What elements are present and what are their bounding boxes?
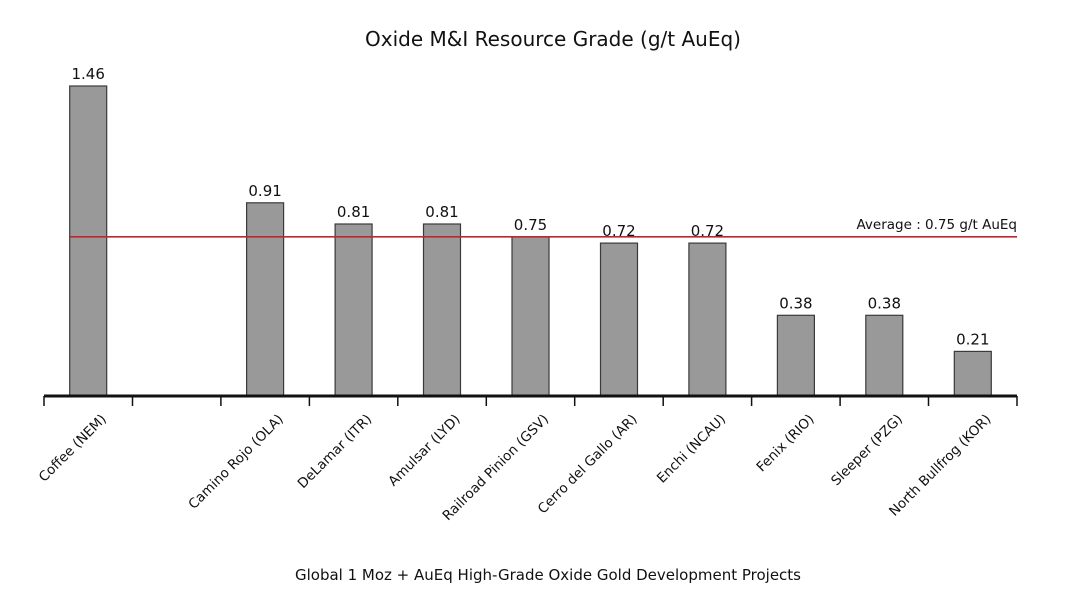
bar-value-label: 0.38 <box>779 294 812 312</box>
bar <box>422 223 462 397</box>
bar-value-label: 0.81 <box>337 203 370 221</box>
bar-value-label: 0.38 <box>868 294 901 312</box>
x-tick-label: Amulsar (LYD) <box>385 411 463 489</box>
chart-title: Oxide M&I Resource Grade (g/t AuEq) <box>365 27 741 51</box>
x-axis-title: Global 1 Moz + AuEq High-Grade Oxide Gol… <box>295 566 801 584</box>
x-tick-label: Coffee (NEM) <box>36 411 110 485</box>
x-tick-label: Camino Rojo (OLA) <box>185 411 286 512</box>
bar <box>69 85 108 397</box>
x-axis <box>43 394 1018 406</box>
bar-value-label: 0.91 <box>248 182 281 200</box>
x-tick-label: DeLamar (ITR) <box>295 411 376 492</box>
bar <box>865 314 904 397</box>
bar-value-label: 1.46 <box>71 65 104 83</box>
bar <box>776 314 816 397</box>
x-tick-labels: Coffee (NEM) Camino Rojo (OLA) DeLamar (IT… <box>36 411 995 524</box>
x-tick-label: Cerro del Gallo (AR) <box>535 411 641 517</box>
bar <box>246 202 285 397</box>
bar <box>688 242 727 397</box>
average-label: Average : 0.75 g/t AuEq <box>856 217 1017 233</box>
bar-value-label: 0.72 <box>691 222 724 240</box>
bars-layer <box>69 85 992 397</box>
bar <box>511 236 550 397</box>
bar <box>334 223 373 397</box>
x-tick-label: Sleeper (PZG) <box>828 411 906 489</box>
x-tick-label: Enchi (NCAU) <box>654 411 729 486</box>
bar <box>599 242 639 397</box>
bar <box>953 350 992 397</box>
bar-value-label: 0.72 <box>602 222 635 240</box>
x-tick-label: Fenix (RIO) <box>754 411 818 475</box>
x-tick-label: North Bullfrog (KOR) <box>886 411 994 519</box>
bar-value-label: 0.21 <box>956 330 989 348</box>
value-labels-layer: 1.46 0.91 0.81 0.81 0.75 0.72 0.72 0.38 0.38 0.21 <box>71 65 989 348</box>
bar-value-label: 0.75 <box>514 216 547 234</box>
bar-value-label: 0.81 <box>425 203 458 221</box>
